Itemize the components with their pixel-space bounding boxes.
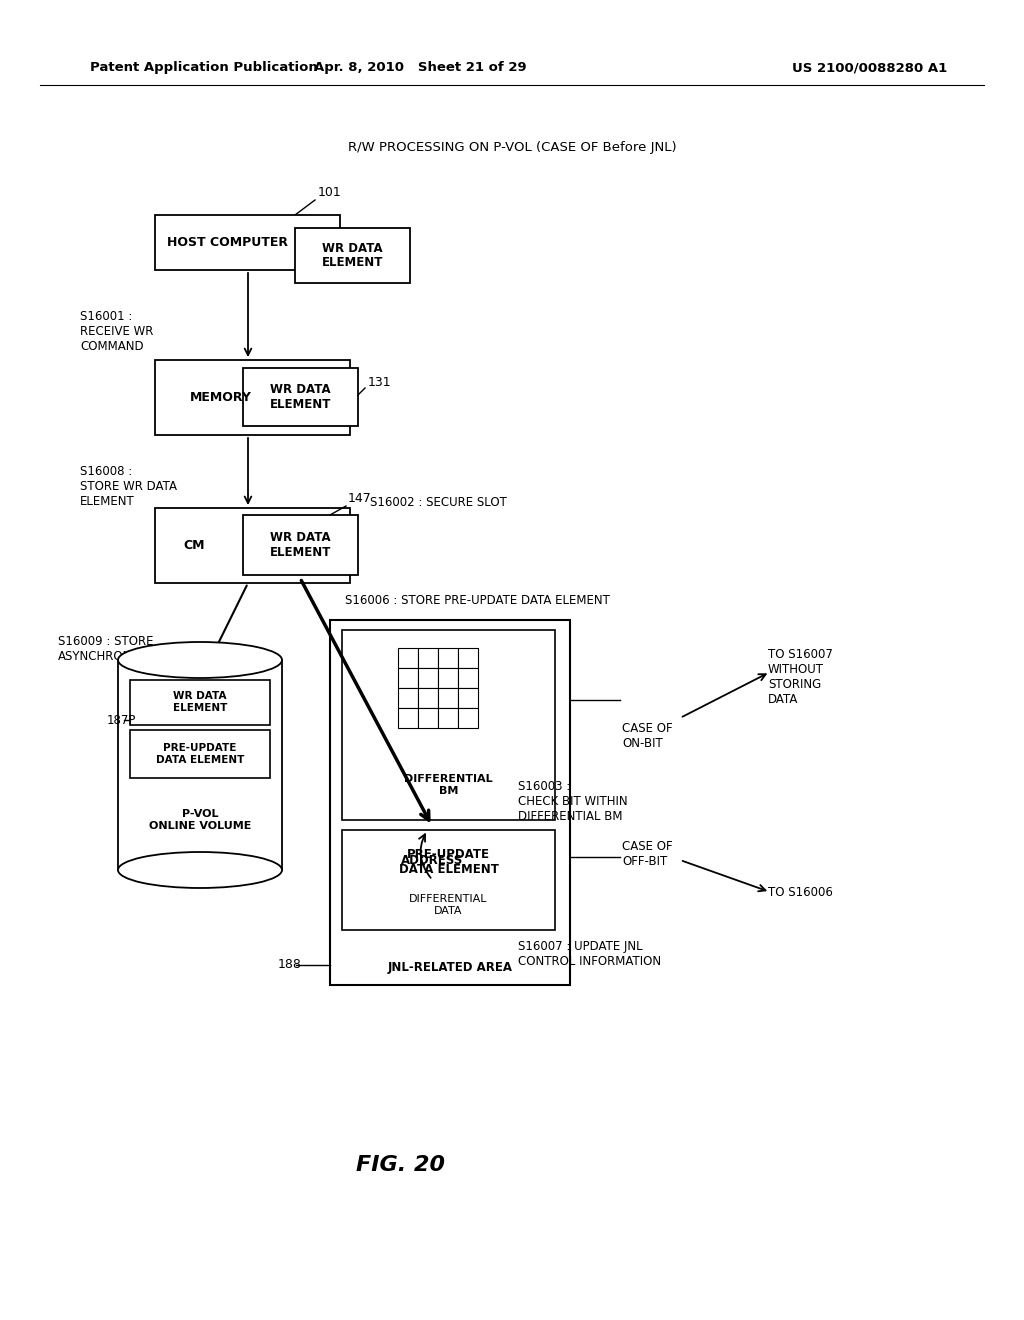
Text: TO S16006: TO S16006 [768, 886, 833, 899]
Text: 101: 101 [318, 186, 342, 199]
Text: 187P: 187P [106, 714, 136, 726]
Bar [418, 708, 438, 729]
Bar [438, 688, 458, 708]
Bar [418, 668, 438, 688]
Bar [130, 730, 270, 777]
Text: 147: 147 [348, 491, 372, 504]
Bar [458, 648, 478, 668]
Bar [342, 830, 555, 931]
Text: S16006 : STORE PRE-UPDATE DATA ELEMENT: S16006 : STORE PRE-UPDATE DATA ELEMENT [345, 594, 610, 606]
Text: R/W PROCESSING ON P-VOL (CASE OF Before JNL): R/W PROCESSING ON P-VOL (CASE OF Before … [348, 141, 676, 154]
Text: CASE OF
ON-BIT: CASE OF ON-BIT [622, 722, 673, 750]
Text: S16001 :
RECEIVE WR
COMMAND: S16001 : RECEIVE WR COMMAND [80, 310, 154, 352]
Bar [398, 668, 418, 688]
Bar [398, 708, 418, 729]
Bar [398, 648, 418, 668]
Text: MEMORY: MEMORY [190, 391, 252, 404]
Text: WR DATA
ELEMENT: WR DATA ELEMENT [269, 383, 331, 411]
Text: US 2100/0088280 A1: US 2100/0088280 A1 [793, 62, 947, 74]
Ellipse shape [118, 642, 282, 678]
Bar [243, 515, 358, 576]
Text: DIFFERENTIAL
DATA: DIFFERENTIAL DATA [410, 894, 487, 916]
Text: Apr. 8, 2010   Sheet 21 of 29: Apr. 8, 2010 Sheet 21 of 29 [313, 62, 526, 74]
Text: DIFFERENTIAL
BM: DIFFERENTIAL BM [404, 775, 493, 796]
Ellipse shape [118, 851, 282, 888]
Text: JNL-RELATED AREA: JNL-RELATED AREA [387, 961, 512, 974]
Text: CASE OF
OFF-BIT: CASE OF OFF-BIT [622, 840, 673, 869]
Bar [330, 620, 570, 985]
Text: S16007 : UPDATE JNL
CONTROL INFORMATION: S16007 : UPDATE JNL CONTROL INFORMATION [518, 940, 662, 968]
Bar [458, 708, 478, 729]
Bar [418, 688, 438, 708]
Text: WR DATA
ELEMENT: WR DATA ELEMENT [322, 242, 383, 269]
Bar [458, 668, 478, 688]
Bar [130, 680, 270, 725]
Bar [155, 360, 350, 436]
Bar [418, 648, 438, 668]
Text: PRE-UPDATE
DATA ELEMENT: PRE-UPDATE DATA ELEMENT [156, 743, 244, 764]
Text: WR DATA
ELEMENT: WR DATA ELEMENT [269, 531, 331, 558]
Bar [438, 668, 458, 688]
Bar [398, 688, 418, 708]
Text: WR DATA
ELEMENT: WR DATA ELEMENT [173, 692, 227, 713]
Text: S16008 :
STORE WR DATA
ELEMENT: S16008 : STORE WR DATA ELEMENT [80, 465, 177, 508]
Bar [365, 840, 500, 880]
Bar [243, 368, 358, 426]
Text: P-VOL
ONLINE VOLUME: P-VOL ONLINE VOLUME [148, 809, 251, 830]
Text: S16009 : STORE
ASYNCHRONOUSLY: S16009 : STORE ASYNCHRONOUSLY [58, 635, 170, 663]
Text: 131: 131 [368, 375, 391, 388]
Text: Patent Application Publication: Patent Application Publication [90, 62, 317, 74]
Text: S16002 : SECURE SLOT: S16002 : SECURE SLOT [370, 495, 507, 508]
Bar [155, 215, 340, 271]
Text: S16003 :
CHECK BIT WITHIN
DIFFERENTIAL BM: S16003 : CHECK BIT WITHIN DIFFERENTIAL B… [518, 780, 628, 822]
Bar [438, 708, 458, 729]
Text: 188: 188 [278, 958, 302, 972]
Bar [342, 630, 555, 820]
Bar [438, 648, 458, 668]
Text: ADDRESS: ADDRESS [401, 854, 464, 866]
Bar [155, 508, 350, 583]
Text: HOST COMPUTER: HOST COMPUTER [167, 236, 288, 249]
Text: PRE-UPDATE
DATA ELEMENT: PRE-UPDATE DATA ELEMENT [398, 847, 499, 876]
Bar [295, 228, 410, 282]
Text: FIG. 20: FIG. 20 [355, 1155, 444, 1175]
Text: CM: CM [183, 539, 205, 552]
Text: TO S16007
WITHOUT
STORING
DATA: TO S16007 WITHOUT STORING DATA [768, 648, 833, 706]
Bar [458, 688, 478, 708]
